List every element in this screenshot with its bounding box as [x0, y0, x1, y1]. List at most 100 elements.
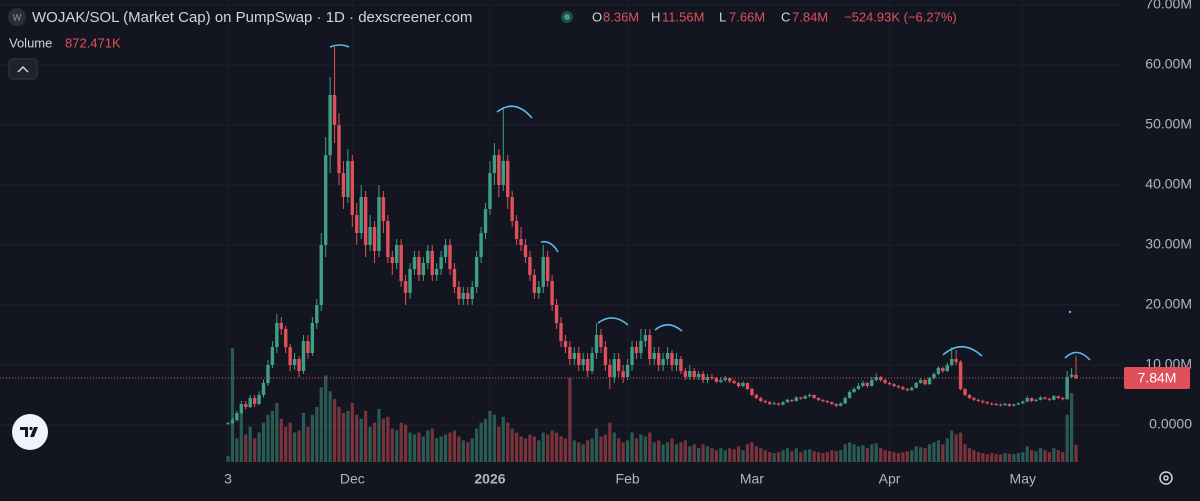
- candle-body: [785, 399, 790, 403]
- candle-body: [830, 402, 834, 404]
- volume-bar: [599, 436, 603, 462]
- volume-bar: [643, 436, 647, 462]
- volume-bar: [399, 422, 403, 462]
- volume-bar: [412, 434, 417, 462]
- candle-body: [514, 221, 519, 239]
- volume-bar: [617, 438, 621, 462]
- volume-bar: [892, 452, 896, 462]
- candle-body: [1012, 404, 1016, 406]
- collapse-caret[interactable]: [17, 65, 29, 73]
- candle-body: [230, 420, 235, 424]
- y-tick-label: 50.00M: [1145, 116, 1192, 132]
- last-price-label: 7.84M: [1138, 370, 1177, 386]
- volume-bar: [515, 432, 519, 462]
- volume-bar: [443, 434, 448, 462]
- candle-body: [270, 347, 275, 365]
- volume-bar: [284, 426, 288, 462]
- candle-body: [839, 403, 843, 406]
- x-tick-label: Dec: [340, 471, 365, 487]
- candle-body: [621, 371, 625, 377]
- candle-body: [767, 402, 772, 404]
- candle-body: [363, 197, 368, 245]
- volume-bar: [919, 447, 923, 462]
- volume-bar: [288, 422, 292, 462]
- candle-body: [244, 404, 248, 407]
- candle-body: [501, 161, 505, 185]
- volume-bar: [559, 436, 563, 462]
- annotation-arc: [540, 240, 559, 253]
- candle-body: [701, 374, 705, 380]
- volume-bar: [475, 428, 479, 462]
- logo-dot[interactable]: [29, 426, 33, 431]
- candle-body: [878, 377, 883, 380]
- volume-bar: [390, 428, 394, 462]
- volume-bar: [466, 442, 470, 462]
- candle-body: [870, 380, 874, 386]
- change-value: −524.93K (−6.27%): [844, 9, 957, 24]
- settings-gear[interactable]: [1159, 471, 1173, 485]
- volume-bar: [985, 454, 989, 462]
- logo-bg[interactable]: [12, 414, 48, 450]
- volume-bar: [523, 438, 528, 462]
- volume-bar: [639, 434, 643, 462]
- volume-bar: [355, 414, 359, 462]
- settings-button[interactable]: [1159, 471, 1173, 485]
- candle-body: [594, 335, 599, 353]
- volume-bar: [950, 430, 954, 462]
- volume-bar: [976, 452, 980, 462]
- candle-body: [292, 359, 297, 365]
- candle-body: [541, 257, 545, 287]
- candle-body: [679, 359, 683, 371]
- candle-body: [488, 173, 492, 209]
- volume-bar: [741, 450, 745, 462]
- volume-bar: [768, 452, 772, 462]
- low-value: 7.66M: [729, 9, 765, 24]
- candle-body: [617, 359, 621, 371]
- candle-body: [572, 353, 577, 359]
- collapse-button-bg[interactable]: [8, 58, 38, 80]
- close-key: C: [781, 9, 790, 24]
- volume-bar: [501, 416, 505, 462]
- volume-bar: [528, 434, 532, 462]
- volume-bar: [346, 410, 350, 462]
- candle-body: [905, 389, 910, 391]
- candle-body: [399, 245, 403, 281]
- candle-body: [723, 378, 727, 380]
- volume-bar: [719, 448, 723, 462]
- volume-bar: [763, 450, 767, 462]
- settings-gear-center[interactable]: [1163, 475, 1169, 481]
- candle-body: [523, 245, 528, 257]
- candle-body: [794, 397, 799, 401]
- candle-body: [279, 323, 283, 329]
- volume-bar: [972, 450, 976, 462]
- tradingview-logo[interactable]: [12, 414, 48, 450]
- candle-body: [372, 227, 377, 251]
- volume-bar: [825, 452, 829, 462]
- candle-body: [1043, 397, 1047, 399]
- volume-bar: [963, 444, 967, 462]
- volume-bar: [776, 452, 781, 462]
- volume-bar: [688, 446, 692, 462]
- candle-body: [661, 359, 665, 365]
- candle-body: [306, 341, 310, 353]
- candle-body: [328, 95, 332, 155]
- candle-body: [972, 398, 976, 400]
- collapse-button[interactable]: [8, 58, 38, 80]
- candle-body: [656, 353, 661, 365]
- candle-body: [967, 395, 972, 398]
- y-tick-label: 60.00M: [1145, 56, 1192, 72]
- candle-body: [297, 359, 301, 371]
- volume-bar: [674, 444, 679, 462]
- candle-body: [497, 155, 501, 185]
- candle-body: [408, 269, 412, 293]
- volume-bar: [608, 422, 612, 462]
- candle-body: [341, 173, 346, 197]
- logo-mark[interactable]: [20, 427, 38, 437]
- candle-body: [430, 251, 434, 275]
- candle-body: [696, 374, 701, 377]
- candle-body: [781, 402, 785, 405]
- open-value: 8.36M: [603, 9, 639, 24]
- volume-bar: [586, 440, 590, 462]
- volume-bar: [577, 442, 581, 462]
